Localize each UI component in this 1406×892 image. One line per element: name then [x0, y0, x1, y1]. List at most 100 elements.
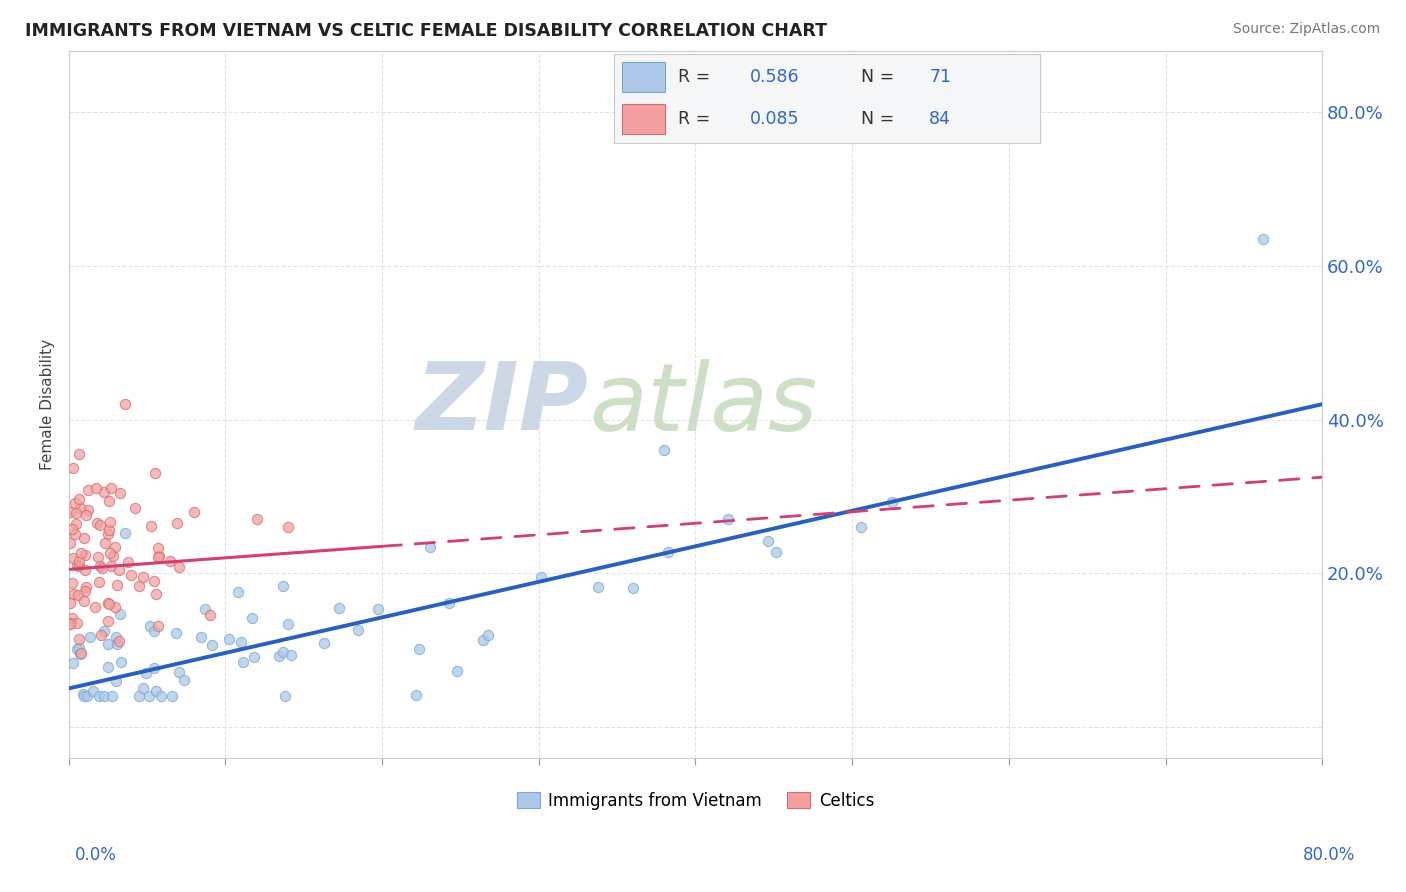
Point — [86, 516, 108, 530]
Point — [59, 505, 82, 519]
Point — [87, 574, 110, 589]
Point — [73, 531, 96, 545]
Point — [93, 485, 115, 500]
Point — [70, 646, 93, 660]
Point — [100, 546, 122, 560]
Point — [69, 491, 91, 506]
Point — [229, 635, 252, 649]
Point — [657, 545, 679, 559]
Point — [128, 579, 150, 593]
Point — [138, 619, 160, 633]
Text: 0.0%: 0.0% — [75, 846, 117, 863]
Point — [242, 611, 264, 625]
Point — [101, 549, 124, 564]
Point — [101, 689, 124, 703]
Point — [586, 580, 609, 594]
Point — [69, 545, 91, 559]
Point — [89, 559, 111, 574]
Point — [142, 624, 165, 638]
Point — [183, 505, 205, 519]
Point — [530, 570, 553, 584]
Point — [145, 684, 167, 698]
Point — [60, 576, 83, 591]
Point — [87, 689, 110, 703]
Point — [419, 540, 441, 554]
Point — [84, 481, 107, 495]
Point — [72, 687, 94, 701]
Point — [143, 467, 166, 481]
Legend: Immigrants from Vietnam, Celtics: Immigrants from Vietnam, Celtics — [510, 785, 880, 816]
Point — [77, 483, 100, 497]
Point — [201, 638, 224, 652]
Point — [142, 661, 165, 675]
Point — [75, 583, 97, 598]
Point — [280, 648, 302, 662]
Point — [269, 649, 291, 664]
Point — [105, 637, 128, 651]
Point — [69, 647, 91, 661]
Point — [73, 594, 96, 608]
Point — [105, 577, 128, 591]
Point — [90, 628, 112, 642]
Point — [69, 500, 91, 515]
Point — [105, 630, 128, 644]
Point — [367, 602, 389, 616]
Point — [173, 673, 195, 688]
Point — [73, 689, 96, 703]
Point — [880, 495, 903, 509]
Point — [60, 522, 83, 536]
Point — [91, 560, 114, 574]
Point — [477, 628, 499, 642]
Point — [97, 614, 120, 628]
Point — [114, 397, 136, 411]
Point — [232, 655, 254, 669]
Point — [107, 563, 129, 577]
Point — [198, 608, 221, 623]
Point — [67, 447, 90, 461]
Point — [226, 585, 249, 599]
Point — [67, 632, 90, 647]
Point — [62, 461, 84, 475]
Point — [439, 596, 461, 610]
Point — [408, 641, 430, 656]
Point — [104, 673, 127, 688]
Point — [100, 558, 122, 573]
Point — [108, 634, 131, 648]
Point — [100, 481, 122, 495]
Point — [621, 582, 644, 596]
Text: ZIP: ZIP — [416, 359, 589, 450]
Point — [98, 523, 121, 537]
Point — [717, 512, 740, 526]
Point — [218, 632, 240, 646]
Point — [652, 443, 675, 458]
Point — [98, 494, 121, 508]
Point — [65, 496, 87, 510]
Point — [245, 512, 267, 526]
Point — [93, 689, 115, 703]
Point — [62, 551, 84, 566]
Point — [146, 619, 169, 633]
Point — [405, 688, 427, 702]
Point — [97, 596, 120, 610]
Y-axis label: Female Disability: Female Disability — [41, 339, 55, 470]
Point — [79, 630, 101, 644]
Point — [67, 588, 90, 602]
Point — [97, 660, 120, 674]
Point — [128, 689, 150, 703]
Point — [159, 554, 181, 568]
Point — [62, 656, 84, 670]
Point — [167, 559, 190, 574]
Point — [89, 518, 111, 533]
Point — [132, 681, 155, 696]
Point — [124, 501, 146, 516]
Text: atlas: atlas — [589, 359, 817, 450]
Point — [328, 600, 350, 615]
Text: Source: ZipAtlas.com: Source: ZipAtlas.com — [1233, 22, 1381, 37]
Point — [59, 617, 82, 632]
Text: 80.0%: 80.0% — [1302, 846, 1355, 863]
Point — [59, 597, 82, 611]
Point — [277, 520, 299, 534]
Point — [76, 502, 98, 516]
Point — [65, 526, 87, 541]
Point — [756, 533, 779, 548]
